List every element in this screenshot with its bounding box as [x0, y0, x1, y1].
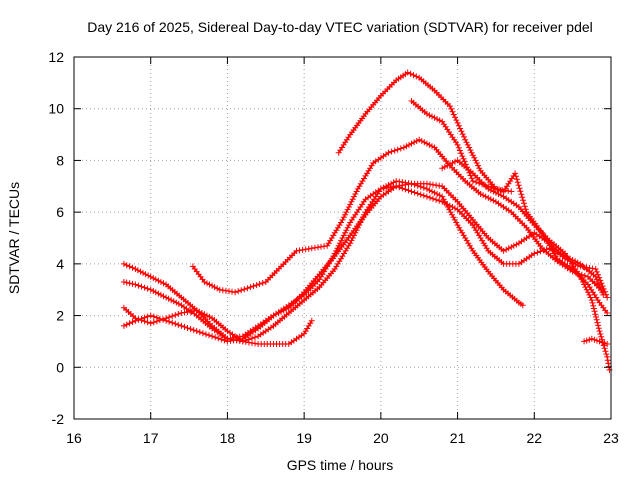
series-markers — [120, 183, 607, 345]
series-markers — [120, 304, 315, 347]
data-series-sat-3 — [120, 183, 607, 345]
x-tick-label: 23 — [603, 430, 619, 446]
data-series-sat-7 — [408, 98, 611, 316]
x-tick-label: 19 — [296, 430, 312, 446]
series-line — [123, 185, 604, 342]
data-series-sat-4 — [120, 304, 315, 347]
y-tick-label: 4 — [56, 256, 64, 272]
series-markers — [335, 69, 515, 195]
series-line — [192, 139, 604, 293]
x-tick-label: 18 — [220, 430, 236, 446]
y-tick-label: -2 — [52, 411, 65, 427]
x-tick-label: 16 — [66, 430, 82, 446]
chart-title: Day 216 of 2025, Sidereal Day-to-day VTE… — [87, 19, 593, 35]
label-layer: 16 17 18 19 20 21 22 23 -2 0 2 4 6 8 10 12 — [48, 49, 619, 446]
data-series-sat-9 — [581, 335, 611, 347]
series-markers — [408, 98, 611, 316]
y-tick-label: 8 — [56, 152, 64, 168]
y-tick-label: 6 — [56, 204, 64, 220]
x-tick-label: 20 — [373, 430, 389, 446]
series-markers — [189, 136, 607, 296]
y-tick-label: 2 — [56, 308, 64, 324]
series-line — [123, 180, 524, 342]
series-markers — [120, 180, 611, 342]
x-tick-label: 17 — [143, 430, 159, 446]
series-layer — [120, 69, 613, 373]
x-tick-label: 21 — [450, 430, 466, 446]
series-markers — [120, 178, 526, 345]
y-tick-label: 10 — [48, 101, 64, 117]
plot-frame — [73, 56, 612, 420]
data-series-sat-1 — [120, 178, 526, 345]
grid-layer — [74, 57, 611, 419]
data-series-sat-6 — [335, 69, 515, 195]
x-axis-title: GPS time / hours — [287, 457, 394, 473]
data-series-sat-2 — [120, 180, 611, 342]
series-line — [411, 100, 608, 314]
data-series-sat-5 — [189, 136, 607, 296]
series-markers — [581, 335, 611, 347]
tick-layer — [73, 56, 612, 420]
y-tick-label: 12 — [48, 49, 64, 65]
y-tick-label: 0 — [56, 359, 64, 375]
x-tick-label: 22 — [526, 430, 542, 446]
y-axis-title: SDTVAR / TECUs — [6, 182, 22, 294]
